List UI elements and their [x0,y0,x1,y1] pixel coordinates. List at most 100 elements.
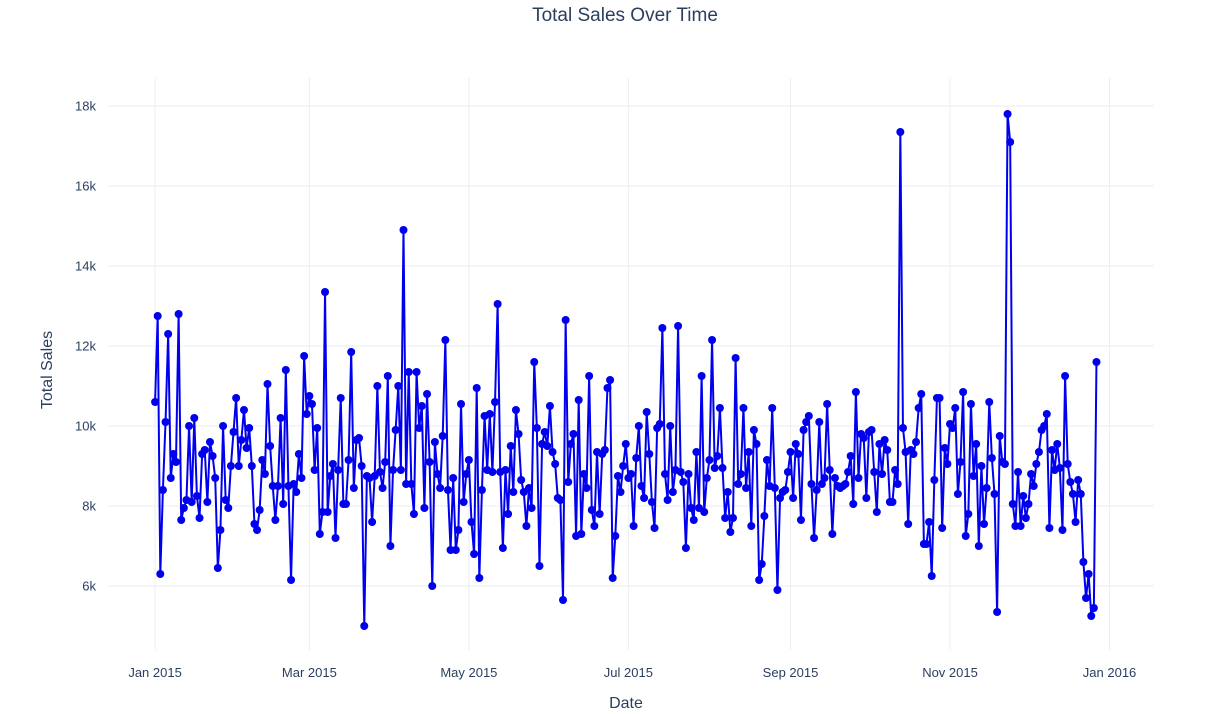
data-point [723,488,732,496]
data-point [878,470,887,478]
data-point [721,514,730,522]
data-point [1024,500,1033,508]
data-point [684,470,693,478]
y-tick-label: 12k [75,339,96,354]
data-point [260,470,269,478]
data-point [386,542,395,550]
data-point [229,428,238,436]
data-point [637,482,646,490]
data-point [297,474,306,482]
data-point [313,424,322,432]
data-point [1068,490,1077,498]
data-point [1074,476,1083,484]
data-point [425,458,434,466]
data-point [242,444,251,452]
data-point [501,466,510,474]
data-point [841,480,850,488]
data-point [943,460,952,468]
data-point [205,438,214,446]
x-axis-title: Date [609,695,643,709]
data-point [258,456,267,464]
data-point [305,392,314,400]
data-point [851,388,860,396]
data-point [768,404,777,412]
data-point [980,520,989,528]
data-point [904,520,913,528]
data-point [535,562,544,570]
data-point [224,504,233,512]
data-point [545,402,554,410]
data-point [161,418,170,426]
data-point [321,288,330,296]
data-point [846,452,855,460]
data-point [396,466,405,474]
data-point [985,398,994,406]
data-point [488,468,497,476]
data-point [611,532,620,540]
data-point [310,466,319,474]
data-point [373,382,382,390]
data-point [169,450,178,458]
data-point [820,474,829,482]
data-point [760,512,769,520]
data-point [715,404,724,412]
data-point [347,348,356,356]
data-point [640,494,649,502]
data-point [951,404,960,412]
data-point [331,534,340,542]
data-point [859,434,868,442]
data-point [383,372,392,380]
data-point [744,448,753,456]
data-point [368,518,377,526]
data-point [151,398,160,406]
data-point [974,542,983,550]
data-point [517,476,526,484]
data-point [221,496,230,504]
data-point [893,480,902,488]
data-point [436,484,445,492]
data-point [1076,490,1085,498]
data-point [1063,460,1072,468]
data-point [527,504,536,512]
data-point [786,448,795,456]
data-point [687,504,696,512]
data-point [608,574,617,582]
data-point [522,522,531,530]
data-point [1027,470,1036,478]
data-point [287,576,296,584]
data-point [993,608,1002,616]
data-point [579,470,588,478]
y-tick-label: 18k [75,99,96,114]
data-point [457,400,466,408]
data-point [708,336,717,344]
data-point [1092,358,1101,366]
x-tick-label: Nov 2015 [922,665,978,680]
data-point [156,570,165,578]
data-point [1045,524,1054,532]
data-point [613,472,622,480]
data-point [334,466,343,474]
data-point [441,336,450,344]
y-axis-title: Total Sales [39,331,56,409]
data-point [642,408,651,416]
data-point [938,524,947,532]
data-point [948,424,957,432]
data-point [799,426,808,434]
data-point [472,384,481,392]
data-point [530,358,539,366]
data-point [1032,460,1041,468]
data-point [326,472,335,480]
data-point [752,440,761,448]
data-point [464,456,473,464]
data-point [355,434,364,442]
chart-title: Total Sales Over Time [532,5,718,26]
tick-labels: 6k 8k 10k 12k 14k 16k 18k Jan 2015 Mar 2015 May 2… [75,99,1136,681]
data-point [561,316,570,324]
data-point [627,470,635,478]
data-point [485,410,494,418]
data-point [990,490,999,498]
data-point [454,526,463,534]
data-point [491,398,500,406]
data-point [935,394,944,402]
data-point [702,474,711,482]
